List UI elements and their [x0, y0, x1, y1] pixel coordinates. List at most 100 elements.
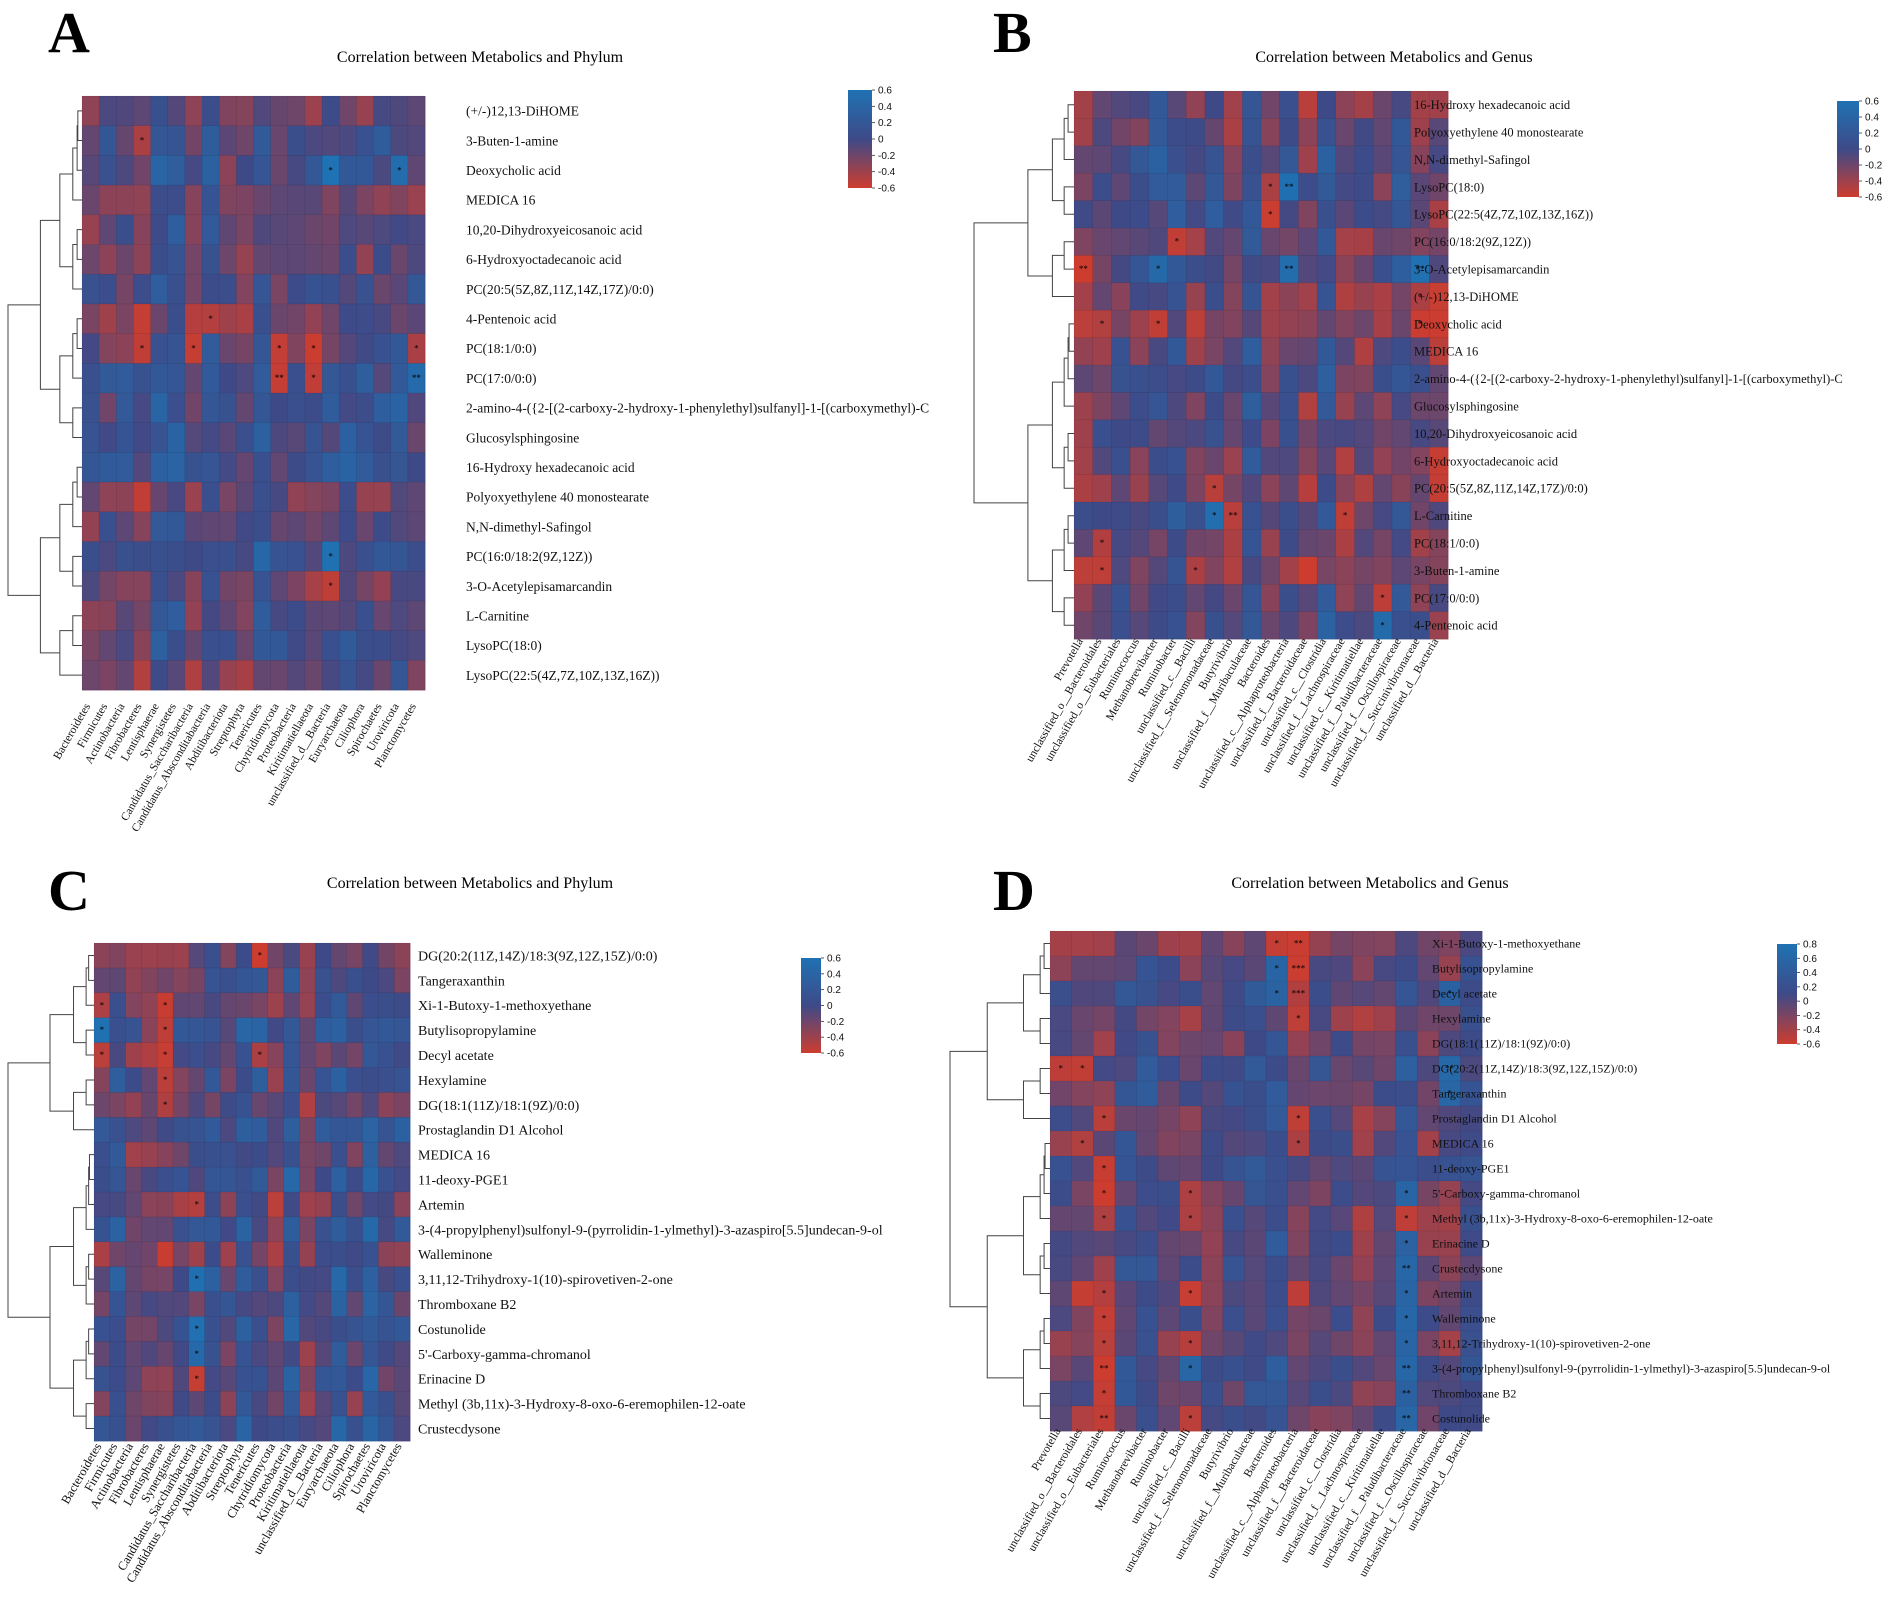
heatmap-cell	[202, 541, 220, 572]
heatmap-cell	[157, 1291, 174, 1317]
heatmap-cell	[1186, 200, 1206, 229]
heatmap-cell	[1460, 1031, 1483, 1057]
heatmap-cell	[267, 943, 284, 969]
heatmap-cell	[236, 1341, 253, 1367]
heatmap-cell	[315, 1092, 332, 1118]
heatmap-cell	[1287, 1156, 1310, 1182]
row-label: Thromboxane B2	[1432, 1387, 1516, 1401]
colorbar-tick-label: -0.4	[1865, 177, 1883, 188]
colorbar-tick-label: -0.6	[1865, 193, 1883, 204]
heatmap-cell	[304, 303, 323, 334]
heatmap-cell	[331, 1241, 348, 1268]
colorbar-tick-label: 0.4	[1865, 113, 1879, 124]
row-label: 3-(4-propylphenyl)sulfonyl-9-(pyrrolidin…	[1432, 1362, 1831, 1376]
heatmap-cell	[133, 244, 151, 275]
heatmap-cell	[1111, 447, 1131, 475]
heatmap-cell	[1167, 392, 1187, 421]
heatmap-cell	[1335, 447, 1355, 475]
heatmap-cell	[1309, 1056, 1332, 1082]
heatmap-cell	[202, 125, 220, 156]
heatmap-cell	[109, 1017, 126, 1043]
heatmap-cell	[339, 125, 357, 156]
heatmap-cell	[141, 1366, 158, 1392]
heatmap-cell	[1136, 931, 1159, 957]
panel-letter: B	[993, 0, 1032, 65]
heatmap-cell	[1317, 173, 1337, 201]
heatmap-cell	[1179, 1206, 1202, 1232]
heatmap-cell	[1298, 145, 1318, 174]
heatmap-cell	[1330, 1056, 1353, 1082]
significance-mark: *	[1296, 1139, 1301, 1149]
heatmap-cell	[1352, 1281, 1375, 1307]
heatmap-cell	[1136, 1056, 1159, 1082]
heatmap-cell	[133, 333, 151, 364]
heatmap-cell	[1266, 1156, 1288, 1182]
heatmap-cell	[109, 1366, 126, 1392]
heatmap-cell	[109, 1042, 126, 1068]
heatmap-cell	[236, 422, 254, 453]
significance-mark: *	[311, 343, 316, 353]
heatmap-cell	[304, 96, 323, 127]
heatmap-cell	[219, 244, 237, 275]
heatmap-cell	[1092, 556, 1112, 585]
heatmap-cell	[125, 1266, 142, 1292]
heatmap-cell	[1242, 502, 1262, 530]
heatmap-cell	[1167, 200, 1187, 229]
significance-mark: *	[140, 343, 145, 353]
heatmap-cell	[1460, 1381, 1483, 1407]
heatmap-cell	[362, 1142, 379, 1168]
significance-mark: *	[194, 1324, 199, 1334]
heatmap-cell	[1148, 173, 1168, 201]
heatmap-cell	[150, 452, 169, 483]
heatmap-cell	[1071, 1381, 1094, 1407]
heatmap-cell	[1111, 145, 1131, 174]
heatmap-cell	[378, 992, 395, 1019]
heatmap-cell	[1309, 1131, 1332, 1157]
row-label: Artemin	[1432, 1287, 1472, 1301]
heatmap-cell	[1186, 118, 1206, 147]
heatmap-cell	[1223, 584, 1243, 612]
heatmap-cell	[1391, 228, 1411, 256]
heatmap-cell	[1167, 611, 1187, 640]
heatmap-cell	[1050, 1156, 1072, 1182]
heatmap-cell	[116, 600, 134, 631]
heatmap-cell	[339, 185, 357, 216]
heatmap-cell	[82, 452, 100, 483]
heatmap-cell	[1298, 365, 1318, 393]
heatmap-cell	[304, 125, 323, 156]
dendrogram-branch	[1063, 357, 1074, 407]
heatmap-cell	[1438, 1356, 1461, 1382]
heatmap-cell	[1266, 1206, 1288, 1232]
significance-mark: *	[1275, 989, 1280, 999]
heatmap-cell	[1223, 173, 1243, 201]
dendrogram-branch	[1043, 1318, 1050, 1344]
heatmap-cell	[253, 333, 272, 364]
colorbar-tick-label: -0.4	[878, 167, 896, 178]
heatmap-cell	[1148, 282, 1168, 311]
row-label: DG(20:2(11Z,14Z)/18:3(9Z,12Z,15Z)/0:0)	[418, 949, 658, 964]
heatmap-cell	[1167, 556, 1187, 585]
heatmap-cell	[339, 244, 357, 275]
heatmap-cell	[188, 1341, 205, 1367]
heatmap-cell	[150, 333, 169, 364]
heatmap-cell	[1114, 1006, 1137, 1032]
row-label: PC(16:0/18:2(9Z,12Z))	[1414, 235, 1531, 249]
dendrogram-branch	[1043, 1243, 1050, 1269]
heatmap-cell	[252, 967, 269, 994]
heatmap-cell	[202, 303, 220, 334]
colorbar: 0.60.40.20-0.2-0.4-0.6	[801, 954, 845, 1060]
dendrogram-branch	[1039, 1255, 1050, 1294]
heatmap-cell	[150, 541, 169, 572]
heatmap-cell	[253, 660, 272, 691]
heatmap-cell	[378, 1291, 395, 1317]
heatmap-cell	[1374, 1156, 1396, 1182]
heatmap-cell	[1201, 1081, 1224, 1107]
heatmap-cell	[1429, 91, 1449, 119]
heatmap-cell	[346, 1142, 363, 1168]
heatmap-cell	[331, 1416, 348, 1442]
heatmap-cell	[125, 1341, 142, 1367]
heatmap-cell	[362, 1216, 379, 1243]
heatmap-cell	[133, 571, 151, 602]
heatmap-cell	[99, 214, 117, 245]
heatmap-cell	[1395, 1031, 1418, 1057]
